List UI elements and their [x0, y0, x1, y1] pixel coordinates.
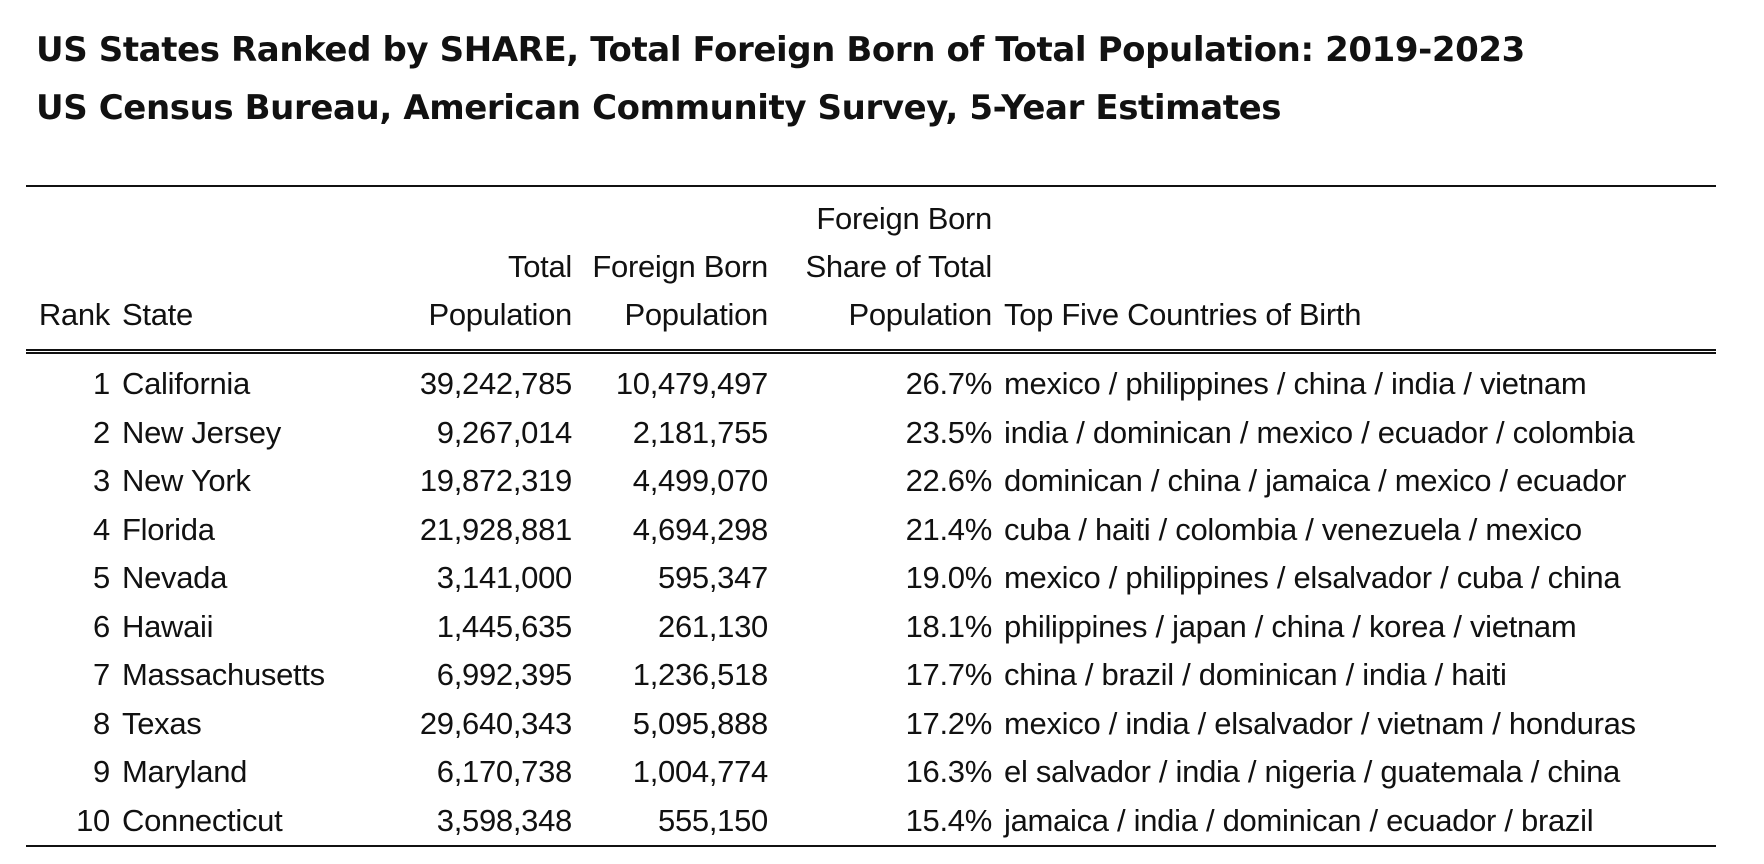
share-cell: 17.7%: [905, 657, 993, 693]
countries-cell: india / dominican / mexico / ecuador / c…: [1004, 414, 1635, 450]
state-cell: Nevada: [122, 560, 228, 596]
share-cell: 15.4%: [774, 796, 998, 847]
page-subtitle: US Census Bureau, American Community Sur…: [36, 88, 1282, 128]
rank-cell: 5: [93, 560, 110, 596]
header-foreign-born-population-line-2: Population: [624, 297, 768, 332]
countries-cell: mexico / india / elsalvador / vietnam / …: [1004, 705, 1636, 741]
rank-cell: 6: [93, 608, 110, 644]
state-cell: Massachusetts: [122, 657, 325, 693]
header-foreign-born-population: Foreign Born Population: [578, 187, 774, 354]
state-cell: New York: [122, 463, 251, 499]
page-title: US States Ranked by SHARE, Total Foreign…: [36, 30, 1525, 70]
foreign-born-cell: 1,004,774: [632, 754, 769, 790]
total-population-cell: 19,872,319: [419, 463, 572, 499]
total-population-cell: 29,640,343: [419, 705, 572, 741]
total-population-cell: 6,992,395: [436, 657, 573, 693]
header-top-five-countries: Top Five Countries of Birth: [998, 187, 1716, 354]
foreign-born-cell: 2,181,755: [632, 414, 769, 450]
share-cell: 23.5%: [905, 414, 993, 450]
header-share-line-3: Population: [848, 297, 992, 332]
foreign-born-cell: 261,130: [658, 608, 768, 644]
share-cell: 16.3%: [905, 754, 993, 790]
share-cell: 26.7%: [905, 366, 993, 402]
rank-cell: 3: [93, 463, 110, 499]
countries-cell: mexico / philippines / china / india / v…: [1004, 366, 1587, 402]
foreign-born-cell: 555,150: [578, 796, 774, 847]
state-ranking-table: Rank State Total Population Foreign Born…: [26, 185, 1716, 847]
header-row: Rank State Total Population Foreign Born…: [26, 187, 1716, 354]
header-total-population-line-2: Population: [428, 297, 572, 332]
countries-cell: philippines / japan / china / korea / vi…: [1004, 608, 1577, 644]
table-row: 1 California 39,242,785 10,479,497 26.7%…: [26, 352, 1716, 409]
state-cell: Maryland: [122, 754, 248, 790]
rank-cell: 2: [93, 414, 110, 450]
header-total-population: Total Population: [378, 187, 578, 354]
countries-cell: cuba / haiti / colombia / venezuela / me…: [1004, 511, 1582, 547]
rank-cell: 10: [26, 796, 116, 847]
countries-cell: china / brazil / dominican / india / hai…: [1004, 657, 1507, 693]
state-cell: Connecticut: [116, 796, 378, 847]
share-cell: 19.0%: [905, 560, 993, 596]
rank-cell: 1: [93, 366, 110, 402]
state-cell: New Jersey: [122, 414, 281, 450]
total-population-cell: 3,598,348: [378, 796, 578, 847]
header-share-line-2: Share of Total: [805, 249, 992, 284]
share-cell: 22.6%: [905, 463, 993, 499]
total-population-cell: 9,267,014: [436, 414, 573, 450]
table-row: 3 New York 19,872,319 4,499,070 22.6% do…: [26, 457, 1716, 506]
foreign-born-cell: 595,347: [658, 560, 768, 596]
state-cell: Florida: [122, 511, 215, 547]
rank-cell: 9: [93, 754, 110, 790]
rank-cell: 4: [93, 511, 110, 547]
total-population-cell: 3,141,000: [436, 560, 573, 596]
share-cell: 18.1%: [905, 608, 993, 644]
foreign-born-cell: 10,479,497: [615, 366, 768, 402]
header-state: State: [116, 187, 378, 354]
total-population-cell: 6,170,738: [436, 754, 573, 790]
rank-cell: 8: [93, 705, 110, 741]
total-population-cell: 21,928,881: [419, 511, 572, 547]
foreign-born-cell: 4,499,070: [632, 463, 769, 499]
table-row: 8 Texas 29,640,343 5,095,888 17.2% mexic…: [26, 700, 1716, 749]
foreign-born-cell: 1,236,518: [632, 657, 769, 693]
total-population-cell: 1,445,635: [436, 608, 573, 644]
table-row: 6 Hawaii 1,445,635 261,130 18.1% philipp…: [26, 603, 1716, 652]
table-row: 2 New Jersey 9,267,014 2,181,755 23.5% i…: [26, 409, 1716, 458]
header-share-line-1: Foreign Born: [816, 201, 992, 236]
table-row: 5 Nevada 3,141,000 595,347 19.0% mexico …: [26, 554, 1716, 603]
countries-cell: mexico / philippines / elsalvador / cuba…: [1004, 560, 1621, 596]
table-row: 9 Maryland 6,170,738 1,004,774 16.3% el …: [26, 748, 1716, 797]
table-row: 7 Massachusetts 6,992,395 1,236,518 17.7…: [26, 651, 1716, 700]
table-row: 4 Florida 21,928,881 4,694,298 21.4% cub…: [26, 506, 1716, 555]
foreign-born-cell: 4,694,298: [632, 511, 769, 547]
rank-cell: 7: [93, 657, 110, 693]
state-cell: California: [122, 366, 250, 402]
header-rank: Rank: [26, 187, 116, 354]
header-foreign-born-population-line-1: Foreign Born: [592, 249, 768, 284]
share-cell: 21.4%: [905, 511, 993, 547]
state-cell: Hawaii: [122, 608, 214, 644]
header-share: Foreign Born Share of Total Population: [774, 187, 998, 354]
countries-cell: jamaica / india / dominican / ecuador / …: [998, 796, 1716, 847]
total-population-cell: 39,242,785: [419, 366, 572, 402]
table-row: 10 Connecticut 3,598,348 555,150 15.4% j…: [26, 796, 1716, 847]
header-total-population-line-1: Total: [508, 249, 572, 284]
countries-cell: dominican / china / jamaica / mexico / e…: [1004, 463, 1627, 499]
foreign-born-cell: 5,095,888: [632, 705, 769, 741]
state-cell: Texas: [122, 705, 202, 741]
countries-cell: el salvador / india / nigeria / guatemal…: [1004, 754, 1621, 790]
share-cell: 17.2%: [905, 705, 993, 741]
